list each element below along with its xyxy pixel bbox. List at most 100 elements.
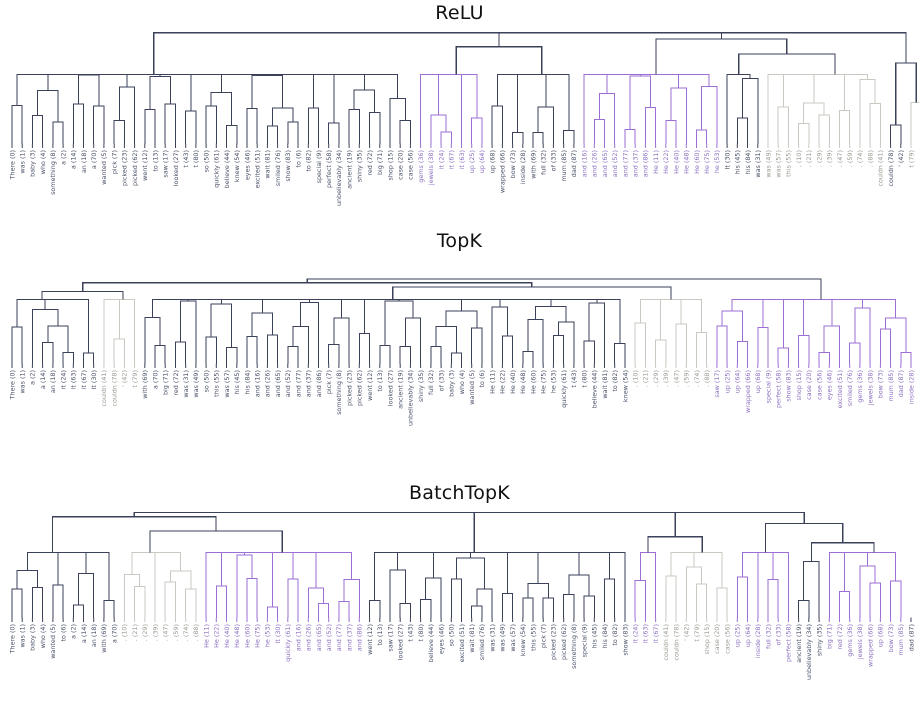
leaf-label: this (55) xyxy=(213,370,221,397)
leaf-label: case (56) xyxy=(723,624,731,654)
leaf-label: picked (62) xyxy=(131,150,139,186)
dendrogram-link xyxy=(697,584,707,618)
leaf-label: . (39) xyxy=(151,624,159,641)
dendrogram-link xyxy=(104,600,114,618)
leaf-label: couldn (41) xyxy=(100,370,108,407)
dendrogram-link xyxy=(334,318,349,364)
dendrogram-link xyxy=(112,300,135,365)
dendrogram-link xyxy=(584,341,594,364)
panel-topk: TopK There (0)was (1)a (2)a (14)an (18)i… xyxy=(0,228,919,469)
leaf-label: . (47) xyxy=(162,624,170,641)
dendrogram-link xyxy=(155,552,181,618)
leaf-label: . (29) xyxy=(815,150,823,167)
leaf-label: big (71) xyxy=(376,150,384,175)
leaf-label: He (22) xyxy=(499,370,507,394)
dendrogram-link xyxy=(186,111,196,144)
leaf-label: excited (51) xyxy=(254,150,262,188)
dendrogram-link xyxy=(154,33,499,75)
leaf-label: special (9) xyxy=(315,150,323,183)
leaf-label: he (53) xyxy=(550,370,558,393)
leaf-label: jewels (38) xyxy=(866,370,874,406)
dendrogram-link xyxy=(589,303,604,364)
leaf-label: big (71) xyxy=(162,370,170,395)
dendrogram-link xyxy=(439,75,462,144)
dendrogram-link xyxy=(114,339,124,364)
dendrogram-link xyxy=(150,77,170,110)
leaf-label: excited (51) xyxy=(458,624,466,662)
leaf-label: was (49) xyxy=(499,624,507,652)
leaf-label: to (82) xyxy=(305,150,313,172)
dendrogram-link xyxy=(53,585,63,618)
dendrogram-link xyxy=(267,607,277,618)
dendrogram-batchtopk-svg: There (0)was (1)baby (3)who (4)wanted (5… xyxy=(0,506,919,721)
dendrogram-link xyxy=(431,115,446,144)
dendrogram-link xyxy=(615,344,625,364)
leaf-label: a (2) xyxy=(29,370,37,385)
dendrogram-link xyxy=(421,75,450,144)
dendrogram-link xyxy=(492,106,502,144)
dendrogram-link xyxy=(393,287,671,300)
leaf-label: inside (28) xyxy=(519,150,527,184)
dendrogram-link xyxy=(206,552,221,618)
dendrogram-link xyxy=(758,328,768,364)
leaf-label: a (14) xyxy=(80,624,88,643)
leaf-labels: There (0)was (1)a (2)a (14)an (18)it (24… xyxy=(8,370,915,426)
dendrogram-link xyxy=(339,601,349,618)
dendrogram-link xyxy=(221,300,331,305)
leaf-label: it (63) xyxy=(70,370,78,389)
dendrogram-link xyxy=(804,103,825,124)
dendrogram-link xyxy=(840,592,850,618)
leaf-label: eyes (46) xyxy=(243,150,251,180)
leaf-label: picked (23) xyxy=(550,624,558,660)
dendrogram-link xyxy=(737,577,747,618)
leaf-label: and (86) xyxy=(642,150,650,177)
dendrogram-link xyxy=(676,324,686,364)
dendrogram-link xyxy=(783,300,803,348)
leaf-label: perfect (58) xyxy=(775,370,783,408)
leaf-label: something (8) xyxy=(570,624,578,669)
leaf-label: it (24) xyxy=(437,150,445,169)
leaf-label: up (25) xyxy=(468,150,476,173)
leaf-label: case (20) xyxy=(805,370,813,400)
dendrogram-link xyxy=(308,588,323,618)
dendrogram-links xyxy=(12,33,919,144)
dendrogram-link xyxy=(165,582,175,618)
leaf-label: picked (23) xyxy=(345,370,353,406)
leaf-label: . (59) xyxy=(846,150,854,167)
leaf-label: He (11) xyxy=(202,624,210,648)
dendrogram-link xyxy=(508,552,539,593)
dendrogram-relu: There (0)was (1)baby (3)who (4)something… xyxy=(0,26,919,226)
dendrogram-link xyxy=(462,300,500,311)
dendrogram-link xyxy=(870,583,880,618)
dendrogram-link xyxy=(27,552,78,570)
leaf-label: and (52) xyxy=(611,150,619,177)
leaf-label: and (37) xyxy=(632,150,640,177)
leaf-label: quickly (61) xyxy=(560,370,568,408)
leaf-label: gems (36) xyxy=(856,370,864,403)
leaf-label: of (33) xyxy=(437,370,445,391)
leaf-label: picked (23) xyxy=(121,150,129,186)
leaf-label: he (53) xyxy=(713,150,721,173)
leaf-label: and (26) xyxy=(264,370,272,397)
dendrogram-link xyxy=(640,300,660,341)
dendrogram-link xyxy=(739,54,835,75)
leaf-label: saw (17) xyxy=(386,624,394,652)
dendrogram-link xyxy=(135,587,145,618)
dendrogram-link xyxy=(288,347,298,364)
leaf-label: an (18) xyxy=(49,370,57,393)
leaf-label: baby (3) xyxy=(448,370,456,397)
dendrogram-link xyxy=(244,552,272,607)
dendrogram-link xyxy=(132,552,168,574)
leaf-label: show (83) xyxy=(785,370,793,402)
dendrogram-topk-svg: There (0)was (1)a (2)a (14)an (18)it (24… xyxy=(0,254,919,469)
dendrogram-link xyxy=(206,337,216,364)
leaf-label: to (6) xyxy=(59,624,67,642)
dendrogram-link xyxy=(216,586,226,618)
leaf-label: wrapped (66) xyxy=(499,150,507,193)
dendrogram-link xyxy=(686,567,701,618)
dendrogram-link xyxy=(656,39,787,75)
leaf-label: mum (85) xyxy=(887,370,895,402)
leaf-label: with (69) xyxy=(100,624,108,653)
leaf-label: eyes (46) xyxy=(826,370,834,400)
leaf-label: and (86) xyxy=(315,370,323,397)
